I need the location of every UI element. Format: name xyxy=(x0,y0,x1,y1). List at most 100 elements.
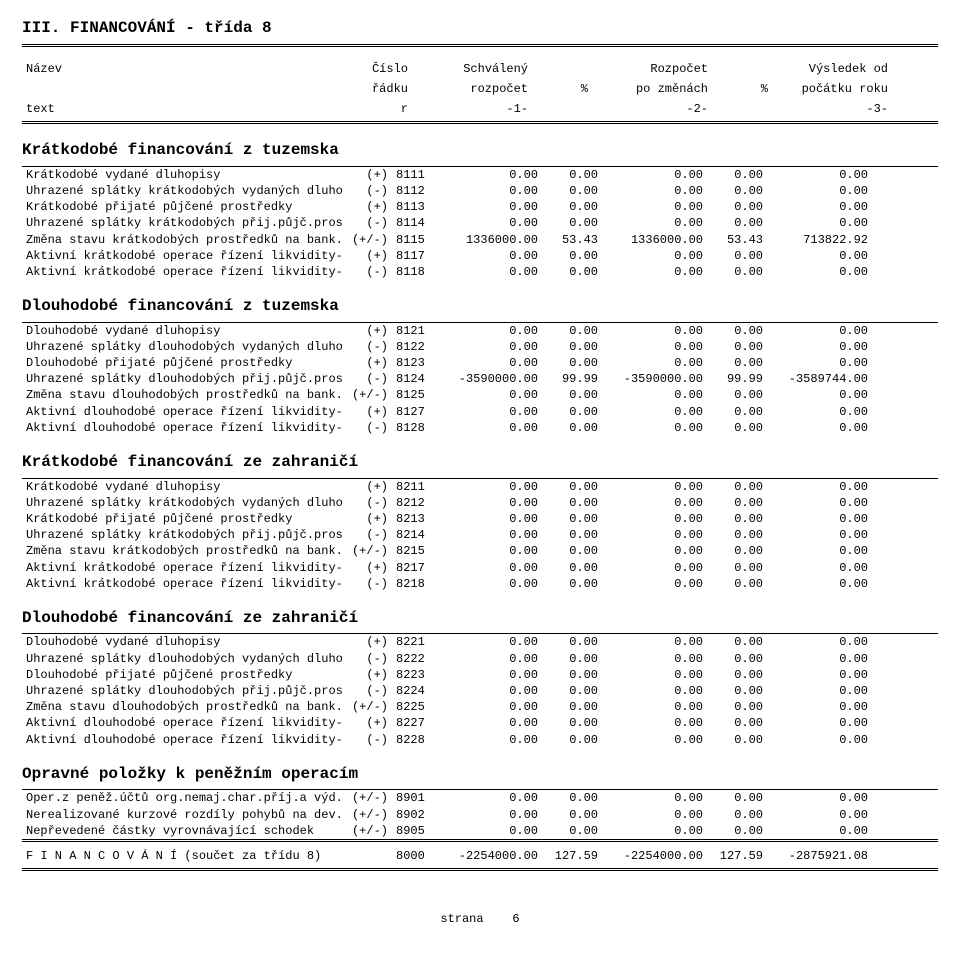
cell-p2: 0.00 xyxy=(707,823,767,839)
table-row: Uhrazené splátky dlouhodobých vydaných d… xyxy=(22,651,938,667)
cell-a1: 0.00 xyxy=(437,355,542,371)
col-head-amt3-3: -3- xyxy=(772,101,892,117)
cell-p2: 0.00 xyxy=(707,683,767,699)
cell-r: 8115 xyxy=(392,232,437,248)
cell-r: 8122 xyxy=(392,339,437,355)
cell-p1: 0.00 xyxy=(542,495,602,511)
cell-sign: (+) xyxy=(342,667,392,683)
cell-sign: (-) xyxy=(342,576,392,592)
cell-r: 8905 xyxy=(392,823,437,839)
cell-a1: 0.00 xyxy=(437,732,542,748)
cell-p2: 0.00 xyxy=(707,183,767,199)
cell-label: Aktivní dlouhodobé operace řízení likvid… xyxy=(22,715,342,731)
cell-a2: 0.00 xyxy=(602,199,707,215)
cell-sign: (-) xyxy=(342,215,392,231)
cell-p2: 0.00 xyxy=(707,699,767,715)
cell-p2: 0.00 xyxy=(707,576,767,592)
page-number-value: 6 xyxy=(512,912,519,926)
cell-label: Aktivní krátkodobé operace řízení likvid… xyxy=(22,264,342,280)
cell-a3: 713822.92 xyxy=(767,232,872,248)
cell-sign: (-) xyxy=(342,420,392,436)
table-row: Nerealizované kurzové rozdíly pohybů na … xyxy=(22,807,938,823)
cell-r: 8128 xyxy=(392,420,437,436)
section-title-kratkodobe-tuzemska: Krátkodobé financování z tuzemska xyxy=(22,140,938,162)
cell-p1: 0.00 xyxy=(542,715,602,731)
cell-a3: 0.00 xyxy=(767,807,872,823)
cell-a3: 0.00 xyxy=(767,511,872,527)
cell-label: Krátkodobé vydané dluhopisy xyxy=(22,167,342,183)
cell-a1: 0.00 xyxy=(437,699,542,715)
cell-p1: 0.00 xyxy=(542,479,602,495)
cell-sign: (+/-) xyxy=(342,387,392,403)
cell-a2: 0.00 xyxy=(602,527,707,543)
table-row: Dlouhodobé přijaté půjčené prostředky(+)… xyxy=(22,355,938,371)
cell-a3: 0.00 xyxy=(767,248,872,264)
cell-r: 8902 xyxy=(392,807,437,823)
cell-sign: (+) xyxy=(342,167,392,183)
table-row: Uhrazené splátky dlouhodobých přij.půjč.… xyxy=(22,371,938,387)
cell-a3: 0.00 xyxy=(767,404,872,420)
cell-a3: 0.00 xyxy=(767,732,872,748)
table-row: Uhrazené splátky krátkodobých přij.půjč.… xyxy=(22,215,938,231)
cell-a3: 0.00 xyxy=(767,264,872,280)
cell-label: Krátkodobé vydané dluhopisy xyxy=(22,479,342,495)
cell-a1: 0.00 xyxy=(437,183,542,199)
cell-p1: 0.00 xyxy=(542,339,602,355)
cell-a1: 0.00 xyxy=(437,387,542,403)
cell-p2: 0.00 xyxy=(707,420,767,436)
cell-r: 8112 xyxy=(392,183,437,199)
cell-p1: 0.00 xyxy=(542,560,602,576)
cell-sign: (+/-) xyxy=(342,543,392,559)
cell-a2: 0.00 xyxy=(602,511,707,527)
cell-p1: 0.00 xyxy=(542,183,602,199)
col-head-pct2-2: % xyxy=(712,81,772,97)
cell-label: Uhrazené splátky dlouhodobých přij.půjč.… xyxy=(22,371,342,387)
cell-label: Změna stavu krátkodobých prostředků na b… xyxy=(22,543,342,559)
cell-r: 8222 xyxy=(392,651,437,667)
cell-r: 8223 xyxy=(392,667,437,683)
cell-a3: 0.00 xyxy=(767,560,872,576)
cell-a2: 0.00 xyxy=(602,355,707,371)
cell-a3: -3589744.00 xyxy=(767,371,872,387)
cell-a2: 0.00 xyxy=(602,823,707,839)
cell-r: 8123 xyxy=(392,355,437,371)
cell-p1: 0.00 xyxy=(542,543,602,559)
cell-sign: (-) xyxy=(342,495,392,511)
cell-a1: 0.00 xyxy=(437,790,542,806)
cell-label: Dlouhodobé vydané dluhopisy xyxy=(22,323,342,339)
cell-label: Aktivní krátkodobé operace řízení likvid… xyxy=(22,560,342,576)
cell-a3: 0.00 xyxy=(767,651,872,667)
cell-sign: (-) xyxy=(342,371,392,387)
cell-sign: (+) xyxy=(342,715,392,731)
col-head-label-3: text xyxy=(22,101,342,117)
cell-label: Dlouhodobé vydané dluhopisy xyxy=(22,634,342,650)
cell-a3: 0.00 xyxy=(767,495,872,511)
table-row: Uhrazené splátky krátkodobých vydaných d… xyxy=(22,495,938,511)
cell-label: Uhrazené splátky dlouhodobých vydaných d… xyxy=(22,651,342,667)
cell-p2: 0.00 xyxy=(707,651,767,667)
cell-a2: -3590000.00 xyxy=(602,371,707,387)
cell-p1: 0.00 xyxy=(542,634,602,650)
cell-r: 8111 xyxy=(392,167,437,183)
total-rnum: 8000 xyxy=(392,848,437,864)
table-row: Krátkodobé vydané dluhopisy(+)82110.000.… xyxy=(22,479,938,495)
cell-p1: 0.00 xyxy=(542,323,602,339)
section-title-dlouhodobe-tuzemska: Dlouhodobé financování z tuzemska xyxy=(22,296,938,318)
cell-r: 8228 xyxy=(392,732,437,748)
cell-p1: 0.00 xyxy=(542,248,602,264)
cell-p1: 0.00 xyxy=(542,732,602,748)
cell-r: 8127 xyxy=(392,404,437,420)
cell-sign: (+) xyxy=(342,511,392,527)
cell-a3: 0.00 xyxy=(767,790,872,806)
cell-label: Uhrazené splátky krátkodobých přij.půjč.… xyxy=(22,215,342,231)
cell-p2: 0.00 xyxy=(707,479,767,495)
cell-a2: 0.00 xyxy=(602,699,707,715)
col-head-amt3-2: počátku roku xyxy=(772,81,892,97)
cell-a3: 0.00 xyxy=(767,479,872,495)
cell-a3: 0.00 xyxy=(767,543,872,559)
col-head-pct1-1 xyxy=(532,61,592,77)
cell-r: 8117 xyxy=(392,248,437,264)
cell-a1: 0.00 xyxy=(437,199,542,215)
cell-label: Aktivní krátkodobé operace řízení likvid… xyxy=(22,248,342,264)
cell-a2: 0.00 xyxy=(602,683,707,699)
